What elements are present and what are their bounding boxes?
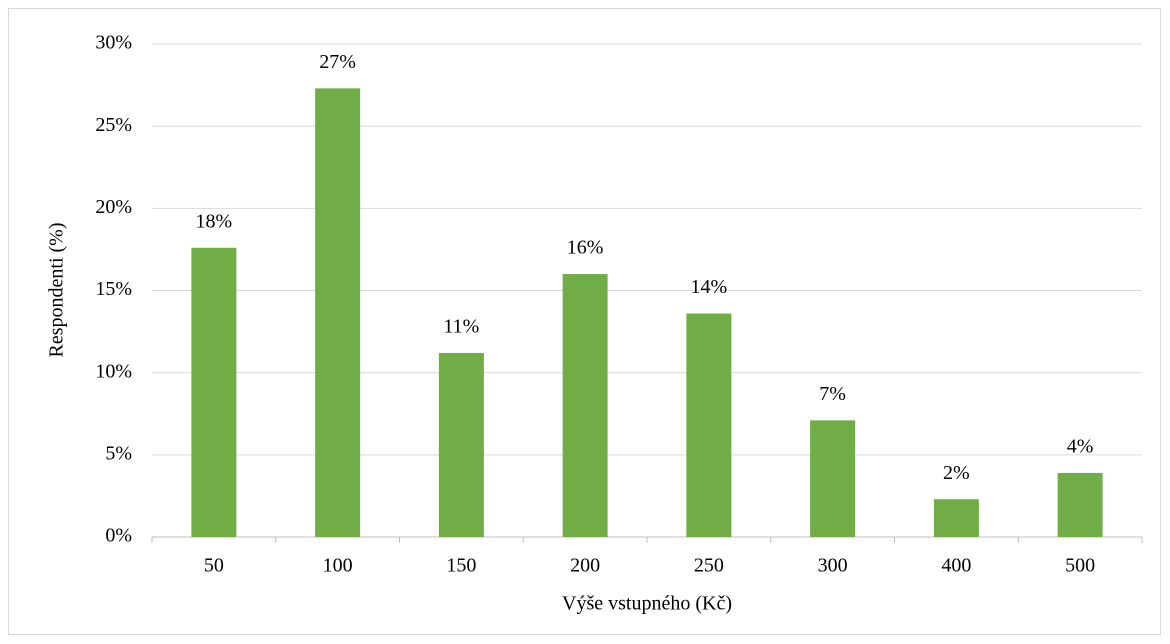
bar: [191, 247, 237, 538]
y-tick-label: 30%: [95, 32, 132, 54]
bar: [438, 352, 484, 537]
y-tick-label: 10%: [95, 360, 132, 382]
x-tick-label: 200: [570, 555, 600, 577]
y-tick-label: 25%: [95, 114, 132, 136]
data-label: 4%: [1067, 436, 1094, 458]
y-tick-label: 0%: [105, 525, 132, 547]
data-label: 11%: [443, 316, 479, 338]
data-label: 16%: [567, 237, 604, 259]
x-tick-label: 50: [204, 555, 224, 577]
bar: [1057, 472, 1103, 537]
data-label: 27%: [319, 51, 356, 73]
y-tick-label: 5%: [105, 442, 132, 464]
x-tick-label: 150: [446, 555, 476, 577]
x-tick-label: 500: [1065, 555, 1095, 577]
y-axis-title: Respondenti (%): [46, 223, 68, 358]
bar: [315, 88, 361, 538]
y-tick-label: 20%: [95, 196, 132, 218]
bar: [686, 313, 732, 537]
x-tick-label: 300: [818, 555, 848, 577]
y-tick-label: 15%: [95, 278, 132, 300]
bar: [810, 420, 856, 537]
x-tick-label: 100: [323, 555, 353, 577]
data-label: 18%: [196, 210, 233, 232]
data-label: 7%: [819, 383, 846, 405]
bar: [933, 499, 979, 537]
x-axis-title: Výše vstupného (Kč): [562, 593, 732, 615]
bar: [562, 274, 608, 537]
data-label: 14%: [691, 276, 728, 298]
x-tick-label: 250: [694, 555, 724, 577]
x-tick-label: 400: [941, 555, 971, 577]
data-label: 2%: [943, 462, 970, 484]
